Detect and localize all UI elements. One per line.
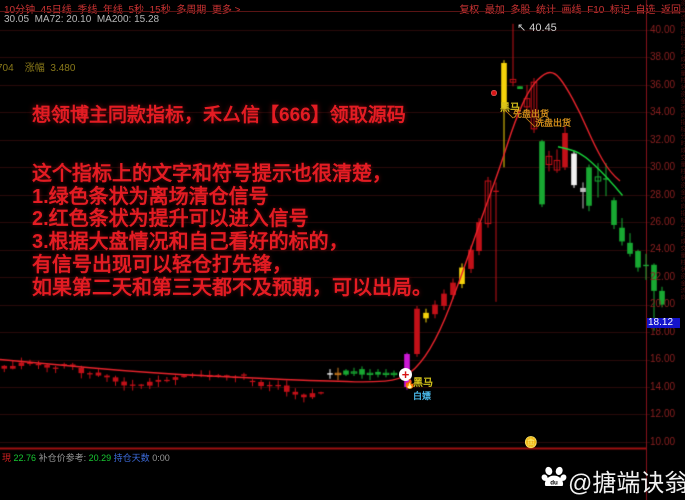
svg-text:du: du [550, 480, 558, 486]
